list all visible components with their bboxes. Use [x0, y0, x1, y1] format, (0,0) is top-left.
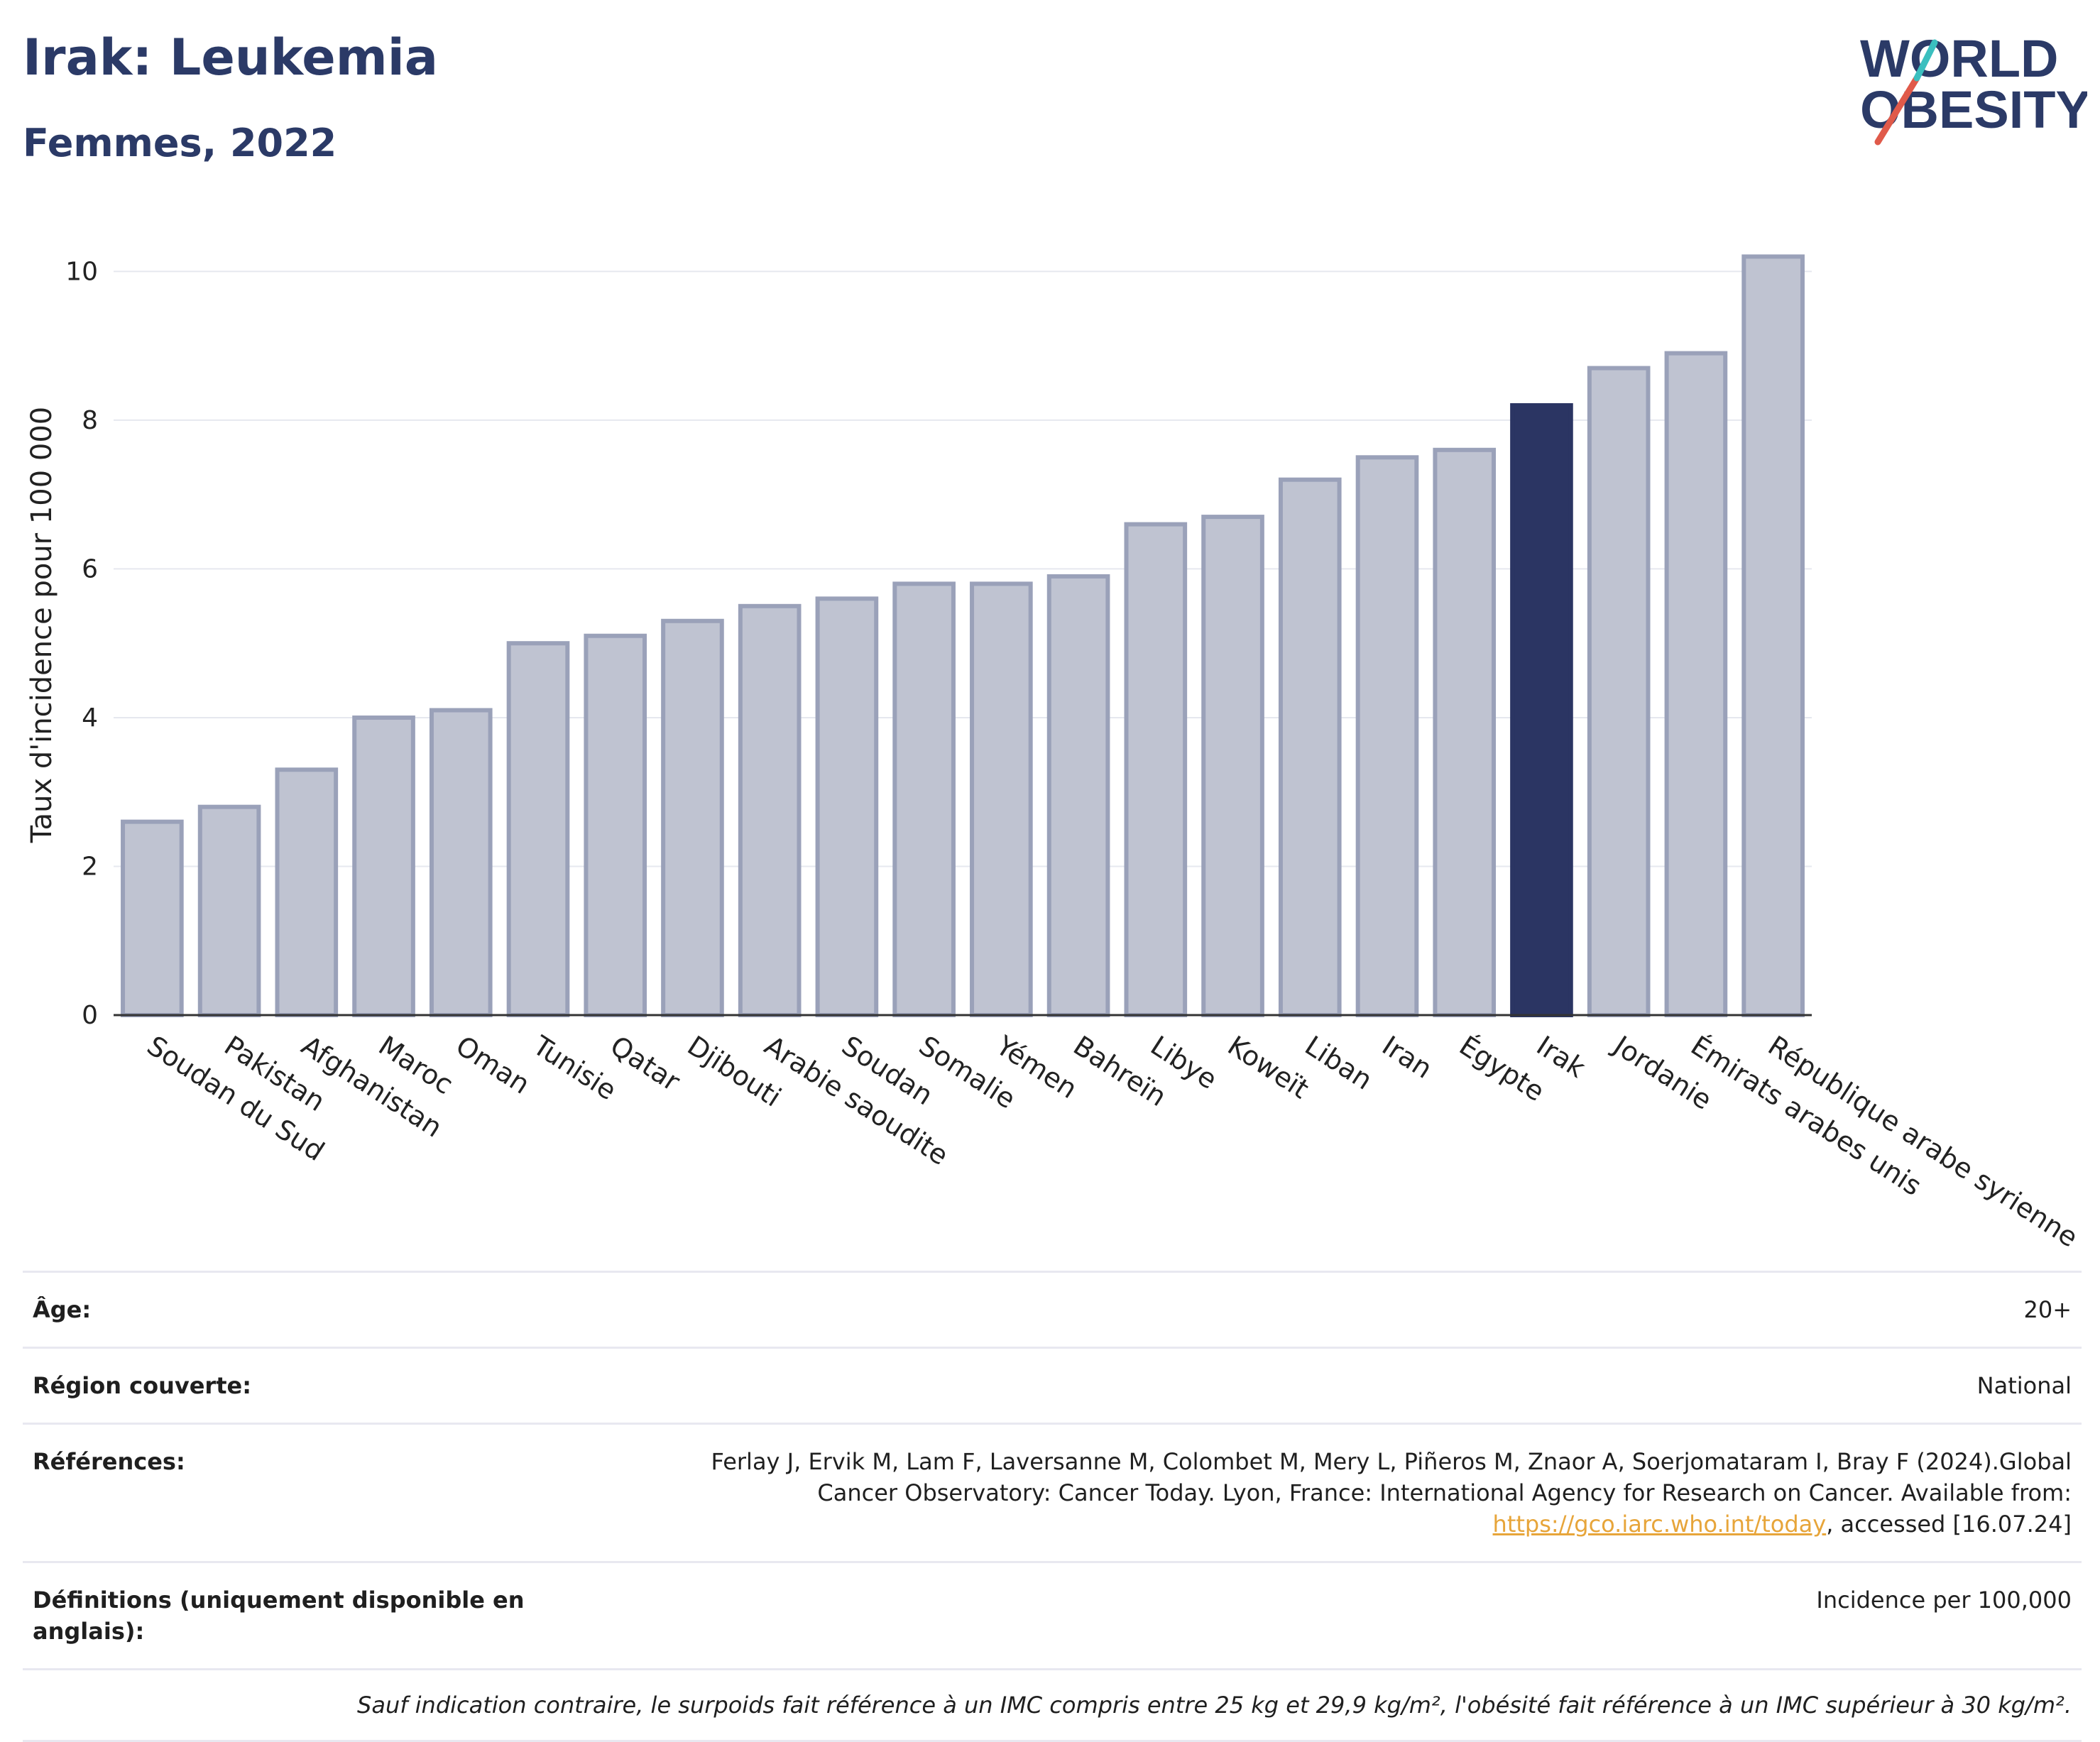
- chart-title: Irak: Leukemia: [23, 28, 438, 87]
- bar: [1664, 351, 1728, 1018]
- bar: [1433, 447, 1497, 1017]
- bar: [197, 804, 261, 1017]
- bar: [1741, 254, 1805, 1017]
- bar: [1510, 402, 1573, 1017]
- bar: [892, 581, 956, 1017]
- x-tick-label: Égypte: [1454, 1030, 1551, 1107]
- bar: [1201, 515, 1264, 1017]
- bar: [970, 581, 1033, 1017]
- y-tick-label: 2: [82, 852, 98, 881]
- y-tick-label: 6: [82, 554, 98, 584]
- metadata-table: Âge: 20+ Région couverte: National Référ…: [23, 1271, 2082, 1742]
- x-tick-label: Liban: [1299, 1030, 1378, 1096]
- bar: [429, 708, 493, 1017]
- logo-slash-teal: [1913, 39, 1938, 82]
- bar: [1046, 574, 1110, 1017]
- y-tick-label: 8: [82, 406, 98, 435]
- bar: [584, 633, 647, 1017]
- age-label: Âge:: [33, 1296, 92, 1323]
- bar: [738, 603, 802, 1017]
- x-tick-label: Iran: [1377, 1030, 1438, 1085]
- x-tick-label: Koweït: [1223, 1030, 1315, 1105]
- y-tick-label: 10: [65, 257, 98, 286]
- age-value: 20+: [2023, 1296, 2072, 1323]
- meta-row-region: Région couverte: National: [23, 1347, 2082, 1423]
- references-value: Ferlay J, Ervik M, Lam F, Laversanne M, …: [652, 1446, 2072, 1540]
- footnote: Sauf indication contraire, le surpoids f…: [23, 1668, 2082, 1742]
- region-label: Région couverte:: [33, 1372, 251, 1399]
- definitions-label: Définitions (uniquement disponible en an…: [33, 1587, 525, 1645]
- bar: [1355, 455, 1419, 1017]
- bar: [275, 767, 339, 1018]
- x-tick-label: Tunisie: [527, 1029, 622, 1106]
- world-obesity-logo: WORLD OBESITY: [1860, 29, 2087, 146]
- bar: [815, 596, 879, 1017]
- bar: [352, 715, 415, 1017]
- x-tick-label: Oman: [450, 1030, 535, 1100]
- meta-row-definitions: Définitions (uniquement disponible en an…: [23, 1561, 2082, 1668]
- bar: [1124, 522, 1188, 1017]
- references-tail: , accessed [16.07.24]: [1826, 1511, 2072, 1538]
- bar: [506, 641, 570, 1017]
- references-label: Références:: [33, 1448, 185, 1475]
- region-value: National: [1976, 1372, 2072, 1399]
- definitions-value: Incidence per 100,000: [1816, 1587, 2072, 1614]
- meta-row-references: Références: Ferlay J, Ervik M, Lam F, La…: [23, 1423, 2082, 1561]
- bar: [661, 618, 724, 1017]
- bar: [121, 819, 184, 1017]
- y-tick-label: 4: [82, 703, 98, 733]
- logo-line1: WORLD: [1860, 29, 2059, 88]
- meta-row-age: Âge: 20+: [23, 1271, 2082, 1347]
- bar: [1278, 477, 1342, 1017]
- logo-slash-red: [1874, 75, 1920, 146]
- references-text: Ferlay J, Ervik M, Lam F, Laversanne M, …: [711, 1448, 2072, 1506]
- y-axis-label: Taux d'incidence pour 100 000: [26, 407, 58, 843]
- bar: [1587, 366, 1651, 1017]
- x-tick-label: République arabe syrienne: [1763, 1030, 2084, 1254]
- y-tick-label: 0: [82, 1001, 98, 1030]
- chart-subtitle: Femmes, 2022: [23, 121, 337, 165]
- references-link[interactable]: https://gco.iarc.who.int/today: [1492, 1511, 1827, 1538]
